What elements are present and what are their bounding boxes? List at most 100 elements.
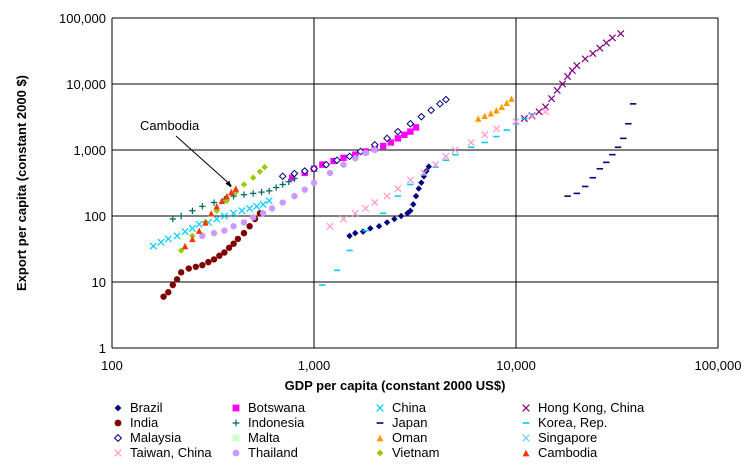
data-point-brazil — [383, 219, 391, 226]
data-point-thailand — [310, 179, 318, 186]
data-point-india — [165, 289, 172, 296]
data-point-indonesia — [169, 215, 177, 223]
legend-marker-brazil — [114, 404, 122, 412]
data-point-botswana — [330, 157, 337, 165]
data-point-taiwan-china — [528, 113, 536, 121]
legend-marker-hong-kong-china — [522, 404, 530, 412]
data-point-botswana — [340, 154, 347, 162]
data-point-china — [259, 200, 267, 209]
data-point-indonesia — [273, 184, 280, 191]
data-point-india — [246, 223, 253, 230]
legend-marker-taiwan-china — [114, 449, 122, 457]
data-point-india — [205, 258, 212, 266]
data-point-botswana — [407, 128, 414, 135]
data-point-china — [245, 204, 254, 213]
data-point-taiwan-china — [431, 161, 440, 169]
data-point-india — [240, 229, 248, 237]
annotation-label: Cambodia — [140, 118, 200, 133]
data-point-india — [192, 263, 200, 270]
data-point-india — [234, 235, 242, 243]
data-point-botswana — [401, 131, 408, 138]
data-point-thailand — [221, 227, 228, 234]
data-point-botswana — [412, 124, 420, 131]
data-point-malaysia — [393, 127, 402, 136]
data-point-oman — [487, 110, 494, 117]
legend-label-taiwan-china: Taiwan, China — [130, 445, 212, 460]
data-point-vietnam — [256, 168, 264, 175]
data-point-hong-kong-china — [573, 61, 581, 70]
legend-marker-thailand — [232, 449, 240, 457]
legend-label-botswana: Botswana — [248, 400, 306, 415]
y-tick-label: 1 — [99, 341, 106, 356]
data-point-china — [188, 224, 197, 232]
data-point-china — [173, 232, 181, 240]
data-point-china — [265, 197, 273, 205]
data-point-china — [181, 227, 189, 236]
data-point-china — [195, 220, 203, 228]
data-point-china — [229, 209, 238, 217]
data-point-china — [164, 235, 172, 243]
data-point-brazil — [415, 185, 422, 192]
data-point-malaysia — [406, 119, 415, 128]
data-point-oman — [481, 112, 488, 119]
data-point-brazil — [391, 215, 398, 223]
data-point-hong-kong-china — [596, 44, 604, 52]
legend-marker-indonesia — [232, 419, 240, 427]
data-point-oman — [508, 95, 515, 102]
legend-label-indonesia: Indonesia — [248, 415, 305, 430]
legend-label-oman: Oman — [392, 430, 427, 445]
y-tick-label: 10 — [92, 275, 106, 290]
y-tick-label: 100,000 — [59, 11, 106, 26]
data-point-thailand — [340, 161, 347, 168]
data-point-thailand — [362, 149, 369, 157]
y-tick-label: 100 — [84, 209, 106, 224]
data-point-taiwan-china — [420, 169, 428, 177]
data-point-cambodia — [218, 197, 226, 204]
data-point-indonesia — [199, 203, 206, 210]
legend-marker-malta — [232, 434, 240, 442]
data-point-malaysia — [290, 169, 299, 178]
data-point-cambodia — [232, 185, 239, 192]
data-point-taiwan-china — [442, 152, 450, 161]
data-point-taiwan-china — [361, 204, 370, 213]
data-point-india — [216, 252, 223, 259]
data-point-botswana — [289, 174, 296, 181]
data-point-china — [238, 207, 246, 215]
data-point-taiwan-china — [512, 117, 520, 126]
legend-label-india: India — [130, 415, 159, 430]
data-point-cambodia — [228, 188, 235, 196]
data-point-indonesia — [279, 181, 286, 188]
data-point-brazil — [359, 228, 367, 235]
data-point-malaysia — [322, 160, 331, 169]
data-point-hong-kong-china — [547, 95, 556, 103]
data-point-brazil — [346, 232, 353, 240]
data-point-hong-kong-china — [608, 34, 617, 42]
data-point-indonesia — [265, 187, 273, 195]
y-tick-label: 1,000 — [73, 143, 106, 158]
legend-label-china: China — [392, 400, 427, 415]
legend-marker-singapore — [522, 434, 530, 442]
data-point-hong-kong-china — [563, 72, 572, 81]
data-point-indonesia — [210, 199, 218, 206]
data-point-taiwan-china — [371, 198, 379, 207]
data-point-hong-kong-china — [602, 39, 610, 47]
data-point-hong-kong-china — [589, 49, 597, 58]
data-point-indonesia — [240, 191, 248, 198]
data-point-indonesia — [258, 188, 265, 196]
annotation-arrowhead — [225, 180, 232, 188]
data-point-india — [169, 281, 177, 289]
data-point-thailand — [210, 229, 218, 237]
x-tick-label: 1,000 — [298, 358, 331, 373]
data-point-malaysia — [300, 167, 309, 175]
data-point-thailand — [291, 192, 298, 200]
data-point-india — [177, 269, 185, 276]
data-point-oman — [503, 99, 510, 106]
data-point-hong-kong-china — [553, 86, 561, 95]
data-point-thailand — [352, 155, 359, 162]
data-point-malaysia — [333, 156, 341, 165]
annotation-arrow — [175, 135, 232, 186]
data-point-vietnam — [249, 174, 257, 181]
data-point-taiwan-china — [492, 125, 501, 133]
